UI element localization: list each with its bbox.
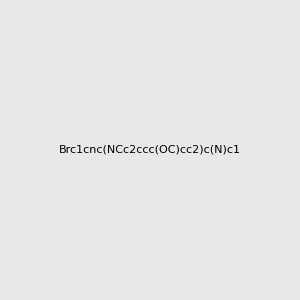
Text: Brc1cnc(NCc2ccc(OC)cc2)c(N)c1: Brc1cnc(NCc2ccc(OC)cc2)c(N)c1: [59, 145, 241, 155]
